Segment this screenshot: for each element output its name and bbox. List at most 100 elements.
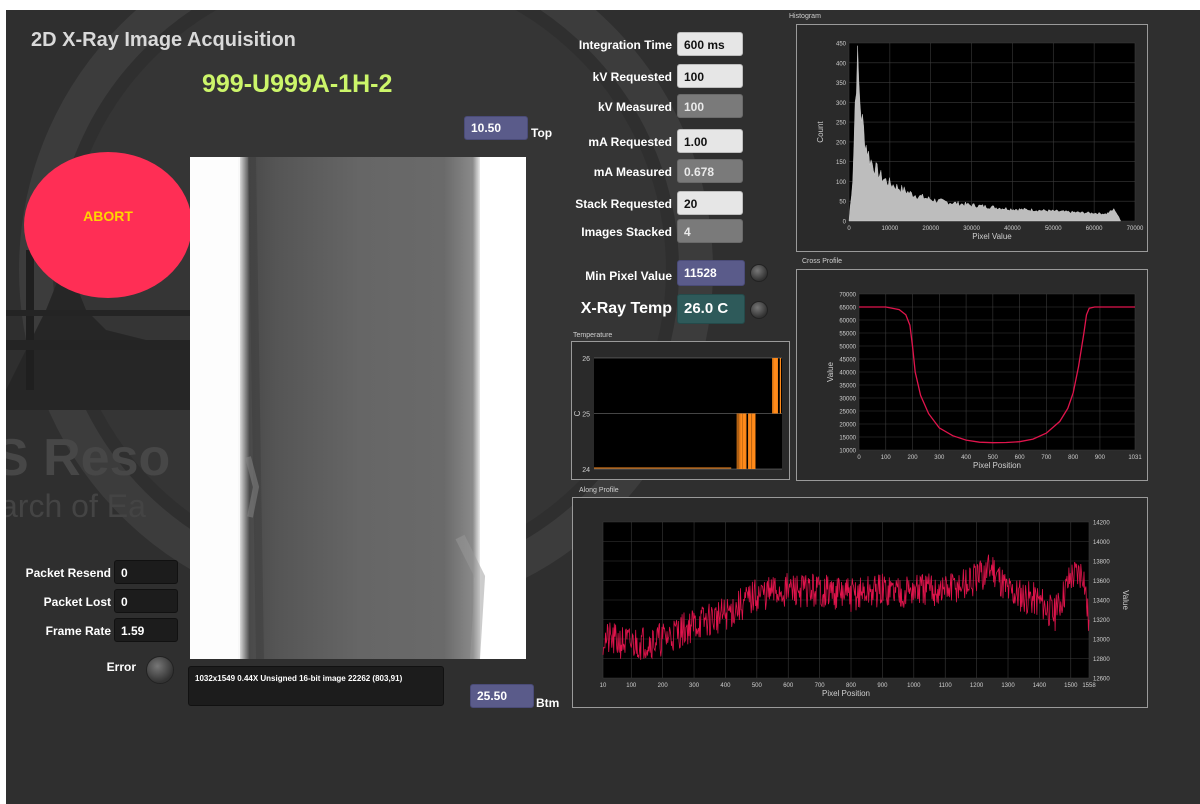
x-tick-label: 10000	[882, 226, 899, 232]
along-profile-series	[602, 554, 1090, 660]
temperature-plot: 24 25 26 C	[573, 356, 782, 474]
y-tick-label: 400	[836, 61, 847, 67]
y-tick-label: 70000	[839, 293, 856, 299]
xray-image	[190, 157, 526, 659]
app-title: 2D X-Ray Image Acquisition	[31, 29, 296, 51]
temperature-chart: 24 25 26 C	[571, 341, 790, 480]
y-tick-label: 50000	[839, 345, 856, 351]
error-label: Error	[106, 660, 136, 674]
main-panel: S Reso arch of Ea 2D X-Ray Image Acquisi…	[6, 10, 1200, 804]
x-tick-label: 1400	[1033, 683, 1047, 689]
y-tick-label: 65000	[839, 306, 856, 312]
watermark-line-1: S Reso	[6, 429, 171, 487]
y-tick-label: 13200	[1093, 618, 1110, 624]
x-tick-label: 1300	[1001, 683, 1015, 689]
abort-button[interactable]: ABORT	[24, 152, 192, 298]
bottom-position-field[interactable]: 25.50	[470, 684, 534, 708]
images-stacked-field: 4	[677, 219, 743, 243]
y-axis-label: C	[573, 410, 582, 416]
xray-image-view[interactable]	[190, 157, 526, 659]
xray-temp-field: 26.0 C	[677, 294, 745, 324]
packet-resend-field: 0	[114, 560, 178, 584]
temperature-title: Temperature	[573, 332, 613, 339]
x-tick-label: 900	[1095, 455, 1106, 461]
x-tick-label: 400	[720, 683, 731, 689]
error-indicator-icon	[146, 656, 174, 684]
y-tick-label: 25	[582, 412, 590, 419]
ma-requested-label: mA Requested	[588, 135, 672, 149]
x-tick-label: 30000	[963, 226, 980, 232]
x-tick-label: 600	[783, 683, 794, 689]
histogram-title: Histogram	[789, 13, 821, 20]
x-tick-label: 800	[1068, 455, 1079, 461]
x-tick-label: 400	[961, 455, 972, 461]
y-tick-label: 10000	[839, 449, 856, 455]
sample-id: 999-U999A-1H-2	[202, 70, 393, 98]
along-profile-title: Along Profile	[579, 487, 619, 494]
y-tick-label: 13800	[1093, 560, 1110, 566]
packet-lost-label: Packet Lost	[43, 595, 111, 609]
xray-temp-indicator-icon	[750, 301, 768, 319]
cross-profile-plot: 10000 15000 20000 25000 30000 35000 40000 45000…	[826, 293, 1142, 471]
bottom-position-label: Btm	[536, 696, 560, 710]
y-tick-label: 13400	[1093, 599, 1110, 605]
along-profile-chart: 12600 12800 13000 13200 13400 13600 13800 14000…	[572, 497, 1148, 708]
abort-button-label: ABORT	[83, 208, 133, 224]
kv-measured-label: kV Measured	[597, 100, 672, 114]
y-tick-label: 26	[582, 356, 590, 363]
x-axis-label: Pixel Position	[973, 461, 1021, 470]
x-tick-label: 50000	[1045, 226, 1062, 232]
y-tick-label: 12600	[1093, 677, 1110, 683]
x-tick-label: 300	[689, 683, 700, 689]
integration-time-field[interactable]: 600 ms	[677, 32, 743, 56]
x-tick-label: 70000	[1127, 226, 1144, 232]
y-tick-label: 35000	[839, 384, 856, 390]
along-profile-plot: 12600 12800 13000 13200 13400 13600 13800 14000…	[600, 521, 1130, 699]
x-tick-label: 500	[988, 455, 999, 461]
histogram-series	[848, 45, 1122, 222]
x-tick-label: 1000	[907, 683, 921, 689]
histogram-chart: 0 50 100 150 200 250 300 350 400 450 0 10000 20000 30…	[796, 24, 1148, 252]
x-tick-label: 900	[877, 683, 888, 689]
x-tick-label: 40000	[1004, 226, 1021, 232]
y-tick-label: 55000	[839, 332, 856, 338]
ma-measured-label: mA Measured	[593, 165, 672, 179]
integration-time-label: Integration Time	[578, 38, 672, 52]
x-tick-label: 1031	[1128, 455, 1142, 461]
x-tick-label: 700	[815, 683, 826, 689]
x-tick-label: 20000	[922, 226, 939, 232]
y-tick-label: 300	[836, 101, 847, 107]
x-tick-label: 200	[908, 455, 919, 461]
min-pixel-label: Min Pixel Value	[585, 269, 672, 283]
y-tick-label: 250	[836, 121, 847, 127]
x-tick-label: 0	[857, 455, 861, 461]
x-tick-label: 100	[881, 455, 892, 461]
y-tick-label: 100	[836, 180, 847, 186]
y-tick-label: 13600	[1093, 579, 1110, 585]
x-tick-label: 1200	[970, 683, 984, 689]
x-tick-label: 700	[1041, 455, 1052, 461]
x-tick-label: 1500	[1064, 683, 1078, 689]
watermark-line-2: arch of Ea	[6, 488, 146, 524]
xray-temp-label: X-Ray Temp	[580, 300, 672, 317]
x-tick-label: 60000	[1086, 226, 1103, 232]
histogram-plot: 0 50 100 150 200 250 300 350 400 450 0 10000 20000 30…	[816, 42, 1144, 242]
x-tick-label: 0	[847, 226, 851, 232]
kv-requested-field[interactable]: 100	[677, 64, 743, 88]
y-axis-label: Value	[1121, 590, 1130, 610]
y-tick-label: 150	[836, 160, 847, 166]
cross-profile-series	[859, 306, 1135, 444]
y-tick-label: 60000	[839, 319, 856, 325]
ma-requested-field[interactable]: 1.00	[677, 129, 743, 153]
x-tick-label: 200	[658, 683, 669, 689]
top-position-field[interactable]: 10.50	[464, 116, 528, 140]
min-pixel-indicator-icon	[750, 264, 768, 282]
x-tick-label: 10	[600, 683, 607, 689]
frame-rate-field: 1.59	[114, 618, 178, 642]
y-tick-label: 30000	[839, 397, 856, 403]
y-tick-label: 20000	[839, 423, 856, 429]
x-axis-label: Pixel Position	[822, 689, 870, 698]
stack-requested-field[interactable]: 20	[677, 191, 743, 215]
y-tick-label: 14000	[1093, 540, 1110, 546]
y-tick-label: 50	[839, 200, 846, 206]
